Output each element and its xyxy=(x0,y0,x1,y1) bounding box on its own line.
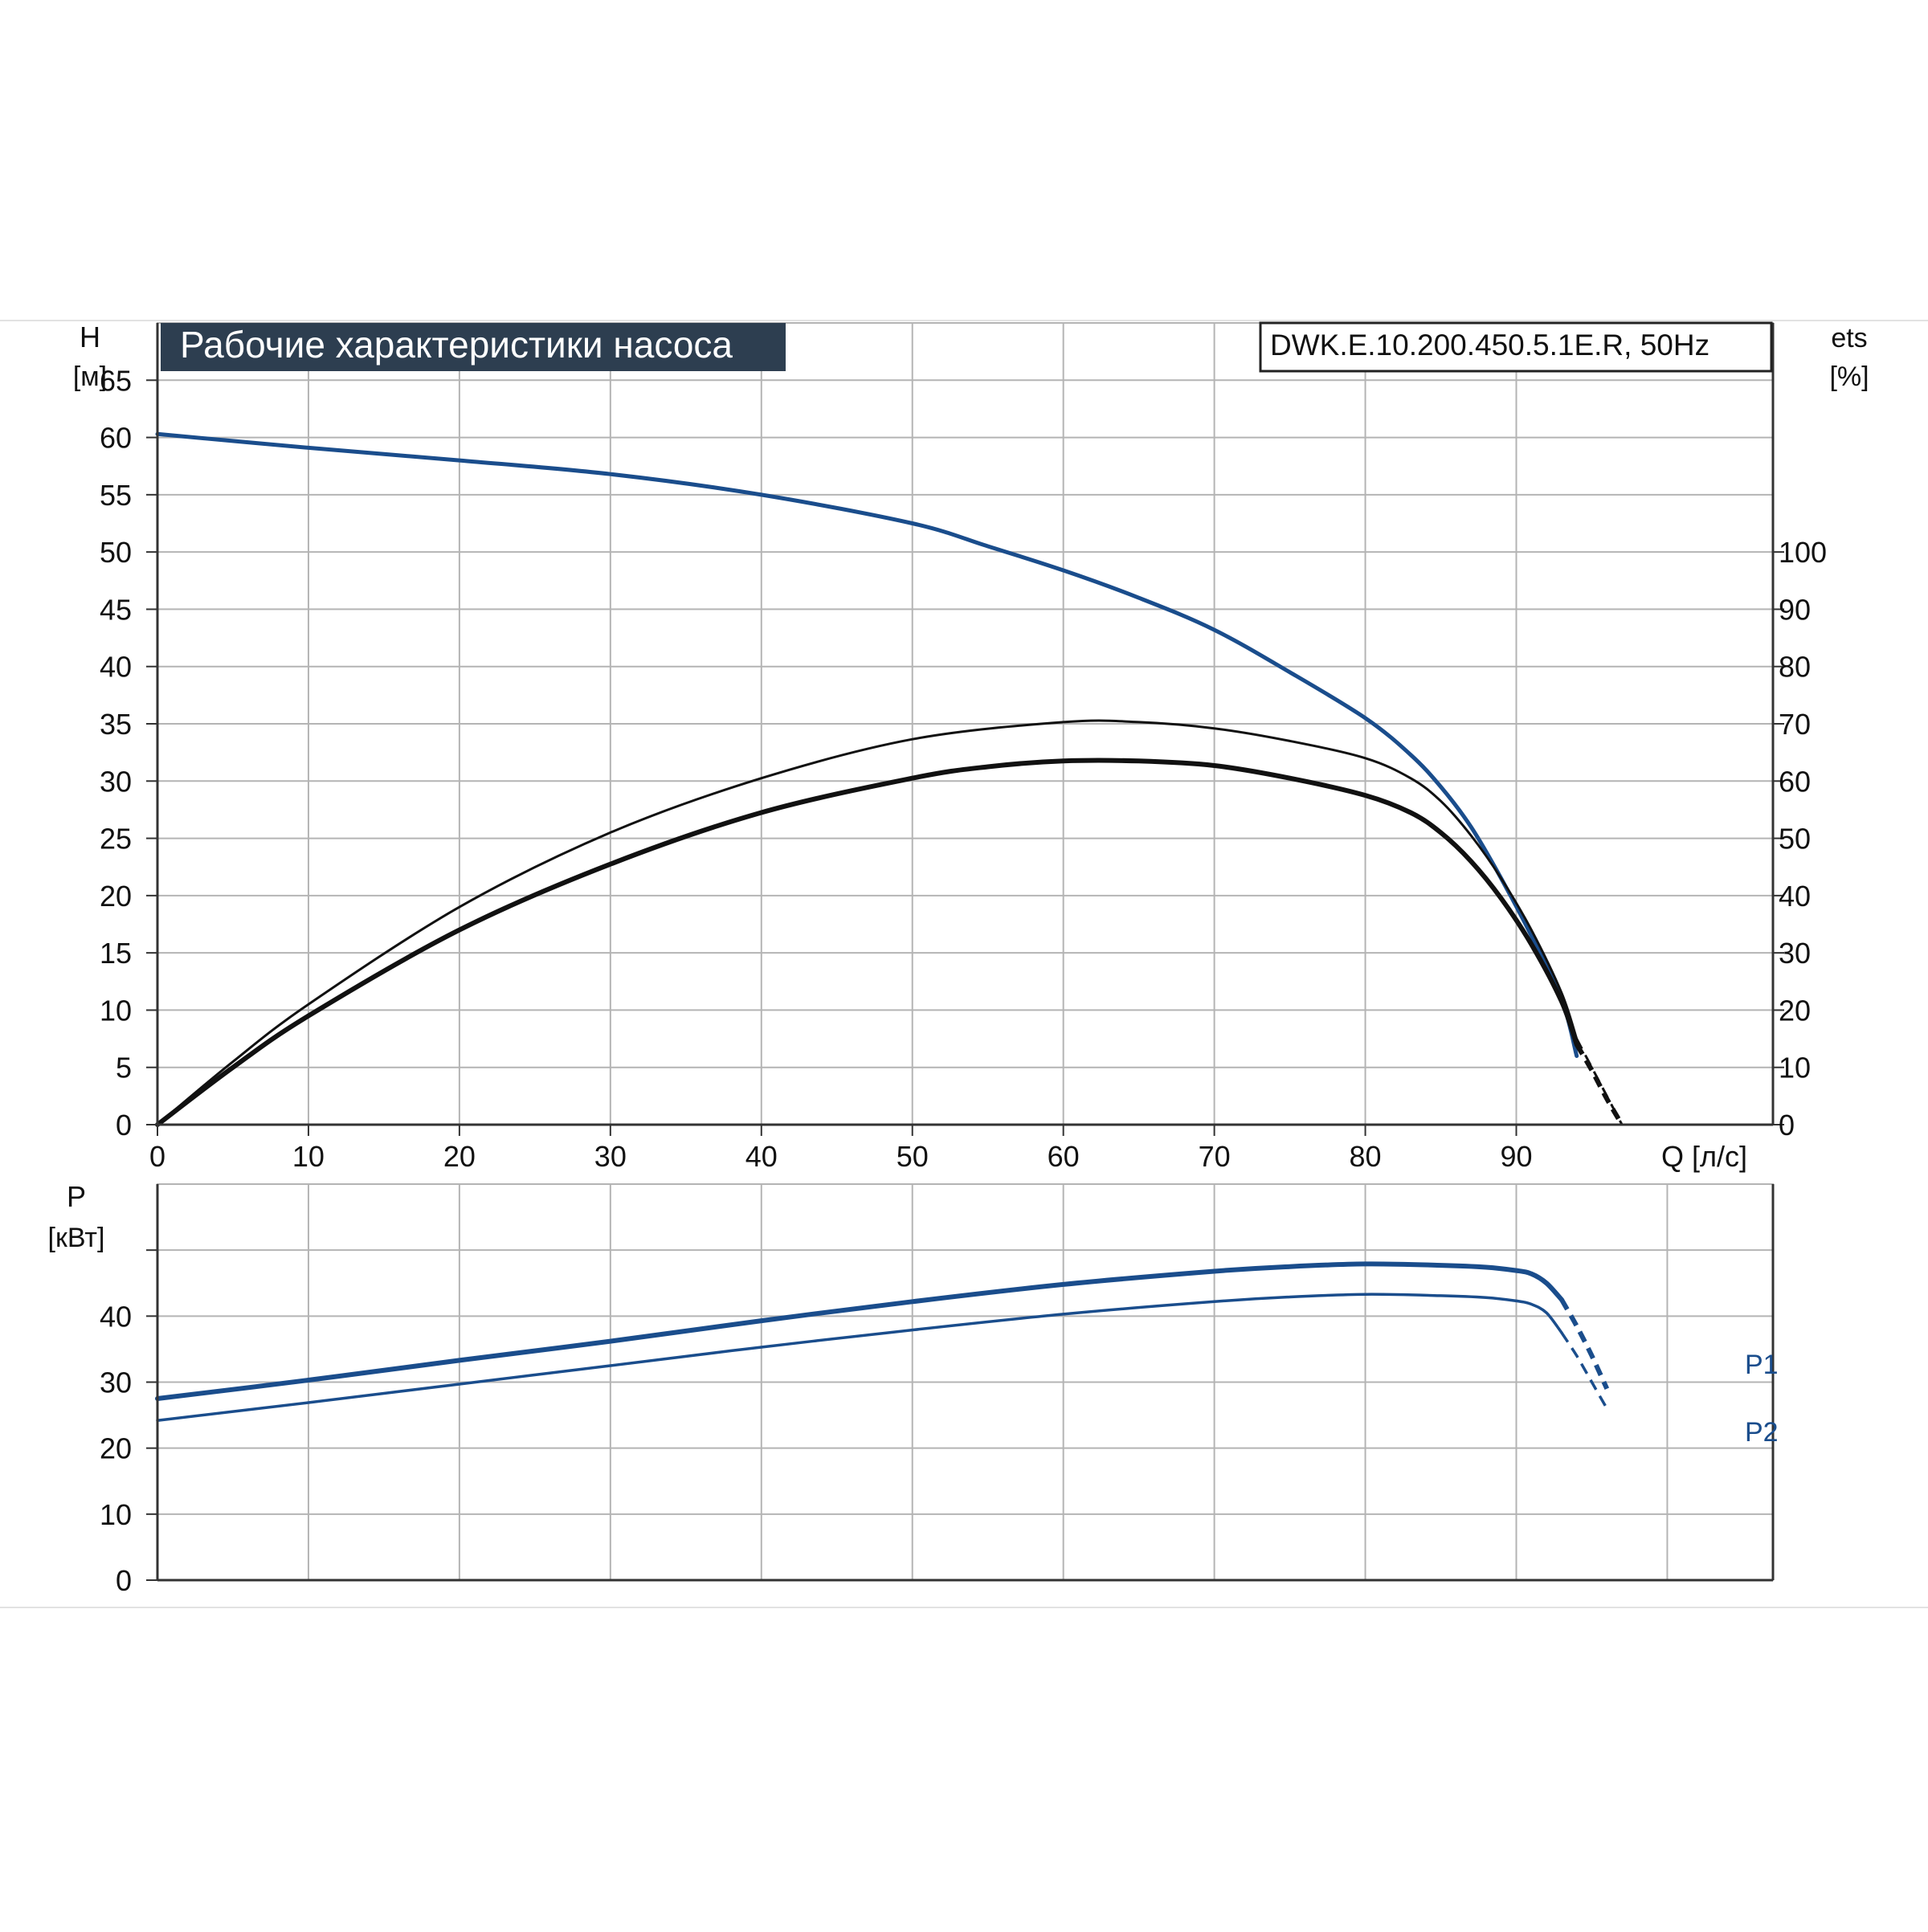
y-left-tick-label: 10 xyxy=(100,994,132,1027)
y-right-tick-label: 100 xyxy=(1779,536,1827,569)
y-left-tick-label: 65 xyxy=(100,364,132,397)
y-right-tick-label: 20 xyxy=(1779,994,1811,1027)
y-right-tick-label: 10 xyxy=(1779,1052,1811,1084)
y-left-tick-label: 55 xyxy=(100,479,132,512)
efficiency-curve-thin-line xyxy=(156,719,1579,1126)
y-left-label-line1: H xyxy=(80,321,100,353)
x-tick-label: 40 xyxy=(745,1140,778,1173)
y-right-label-line2: [%] xyxy=(1829,361,1869,392)
x-axis-label: Q [л/с] xyxy=(1661,1140,1747,1173)
p1-curve-line xyxy=(155,1261,1564,1401)
x-tick-label: 80 xyxy=(1350,1140,1382,1173)
y-left-tick-label: 50 xyxy=(100,536,132,569)
y-left-tick-label: 40 xyxy=(100,651,132,684)
y-right-tick-label: 80 xyxy=(1779,651,1811,684)
p-tick-label: 0 xyxy=(116,1564,132,1597)
y-left-tick-label: 30 xyxy=(100,765,132,798)
y-right-tick-label: 70 xyxy=(1779,708,1811,741)
lower-chart-axes: 0 10 20 30 40 xyxy=(100,1184,1775,1597)
x-tick-label: 0 xyxy=(149,1140,165,1173)
p-tick-label: 10 xyxy=(100,1498,132,1531)
y-left-tick-label: 60 xyxy=(100,422,132,455)
y-left-tick-label: 45 xyxy=(100,593,132,626)
y-right-tick-label: 40 xyxy=(1779,880,1811,913)
p-axis-label-line1: P xyxy=(67,1180,86,1213)
y-right-label-line1: ets xyxy=(1831,323,1867,353)
head-curve-line xyxy=(155,431,1579,1058)
p1-curve-dashed-extension xyxy=(1559,1298,1610,1390)
lower-chart-grid xyxy=(157,1183,1774,1581)
y-right-tick-label: 90 xyxy=(1779,593,1811,626)
x-tick-label: 10 xyxy=(292,1140,325,1173)
y-right-tick-label: 50 xyxy=(1779,823,1811,856)
y-left-tick-label: 35 xyxy=(100,708,132,741)
y-left-tick-label: 25 xyxy=(100,823,132,856)
x-tick-label: 90 xyxy=(1500,1140,1532,1173)
y-right-tick-label: 60 xyxy=(1779,765,1811,798)
model-box xyxy=(1259,321,1773,373)
x-tick-label: 60 xyxy=(1048,1140,1080,1173)
lower-chart-series xyxy=(155,1261,1610,1422)
p2-curve-dashed-extension xyxy=(1560,1331,1608,1410)
y-right-tick-label: 30 xyxy=(1779,937,1811,970)
x-tick-label: 50 xyxy=(897,1140,929,1173)
efficiency-curve-thick-line xyxy=(155,758,1579,1127)
p-tick-label: 30 xyxy=(100,1366,132,1399)
x-tick-label: 70 xyxy=(1199,1140,1231,1173)
x-tick-label: 30 xyxy=(594,1140,627,1173)
chart-title: Рабочие характеристики насоса xyxy=(180,324,733,366)
upper-chart-series xyxy=(155,431,1624,1127)
p-tick-label: 40 xyxy=(100,1300,132,1333)
y-left-tick-label: 20 xyxy=(100,880,132,913)
y-left-label-line2: [м] xyxy=(73,361,107,392)
p2-curve-line xyxy=(156,1293,1563,1422)
p-axis-label-line2: [кВт] xyxy=(48,1223,105,1253)
upper-chart-axes: 0 5 10 15 20 25 30 35 40 45 50 55 60 65 0 10 20 30 40 50 60 7… xyxy=(100,323,1827,1173)
p-tick-label: 20 xyxy=(100,1432,132,1465)
y-left-tick-label: 5 xyxy=(116,1052,132,1084)
legend-p1: P1 xyxy=(1745,1350,1779,1380)
y-right-tick-label: 0 xyxy=(1779,1109,1795,1142)
efficiency-curve-thick-dashed-extension xyxy=(1575,1043,1624,1126)
model-label: DWK.E.10.200.450.5.1E.R, 50Hz xyxy=(1270,329,1709,361)
y-left-tick-label: 15 xyxy=(100,937,132,970)
upper-chart-grid xyxy=(157,322,1774,1125)
legend-p2: P2 xyxy=(1745,1417,1779,1448)
x-tick-label: 20 xyxy=(443,1140,476,1173)
chart-title-box xyxy=(161,323,786,371)
y-left-tick-label: 0 xyxy=(116,1109,132,1142)
